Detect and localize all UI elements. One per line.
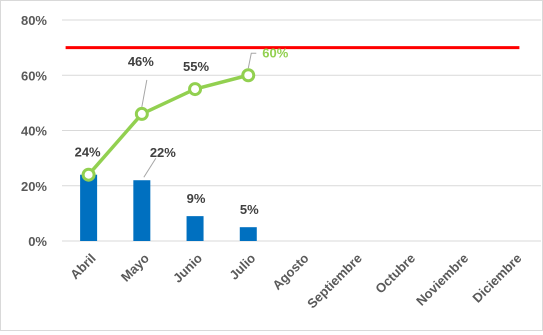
x-tick-label: Mayo [118,250,152,284]
line-point [134,106,149,121]
series-line [87,73,249,176]
bar-data-label: 22% [150,145,176,160]
line-point [188,82,203,97]
y-tick-label: 80% [21,13,47,28]
line-data-label: 60% [262,45,288,60]
bar-data-label: 9% [187,191,206,206]
y-tick-label: 60% [21,68,47,83]
chart-svg: 0% 20% 40% 60% 80% Abril Mayo Junio Julio AgostoS… [21,13,541,312]
x-tick-label: Junio [170,250,205,285]
leader-line [247,52,257,69]
bar [133,180,151,241]
x-tick-label: Diciembre [469,251,524,306]
x-tick-label: Octubre [372,251,418,297]
leader-line [141,79,148,108]
bar [186,216,204,241]
y-tick-label: 20% [21,179,47,194]
y-tick-label: 0% [28,234,47,249]
x-tick-label: Abril [67,251,99,283]
y-tick-label: 40% [21,124,47,139]
x-tick-label: Agosto [269,250,311,292]
x-tick-label: Julio [226,250,258,282]
leader-line [143,157,157,178]
bar-data-label: 5% [240,202,259,217]
line-data-label: 46% [128,54,154,69]
bar [80,174,98,241]
line-point [241,68,256,83]
line-data-label: 55% [183,59,209,74]
x-tick-label: Septiembre [304,251,365,312]
bar [239,227,257,241]
x-tick-label: Noviembre [413,251,471,309]
line-point [81,167,96,182]
bar-data-label: 24% [75,145,101,160]
